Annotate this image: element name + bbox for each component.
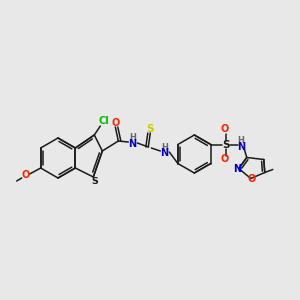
Text: N: N [237,142,245,152]
Text: H: H [129,134,136,142]
Text: H: H [237,136,244,145]
Text: Cl: Cl [99,116,110,126]
Text: S: S [91,176,98,185]
Text: N: N [160,148,168,158]
Text: O: O [22,170,30,180]
Text: O: O [111,118,119,128]
Text: N: N [233,164,241,173]
Text: H: H [161,142,168,152]
Text: O: O [220,124,229,134]
Text: S: S [222,140,230,149]
Text: S: S [147,124,154,134]
Text: O: O [248,175,256,184]
Text: O: O [220,154,229,164]
Text: N: N [128,139,136,149]
